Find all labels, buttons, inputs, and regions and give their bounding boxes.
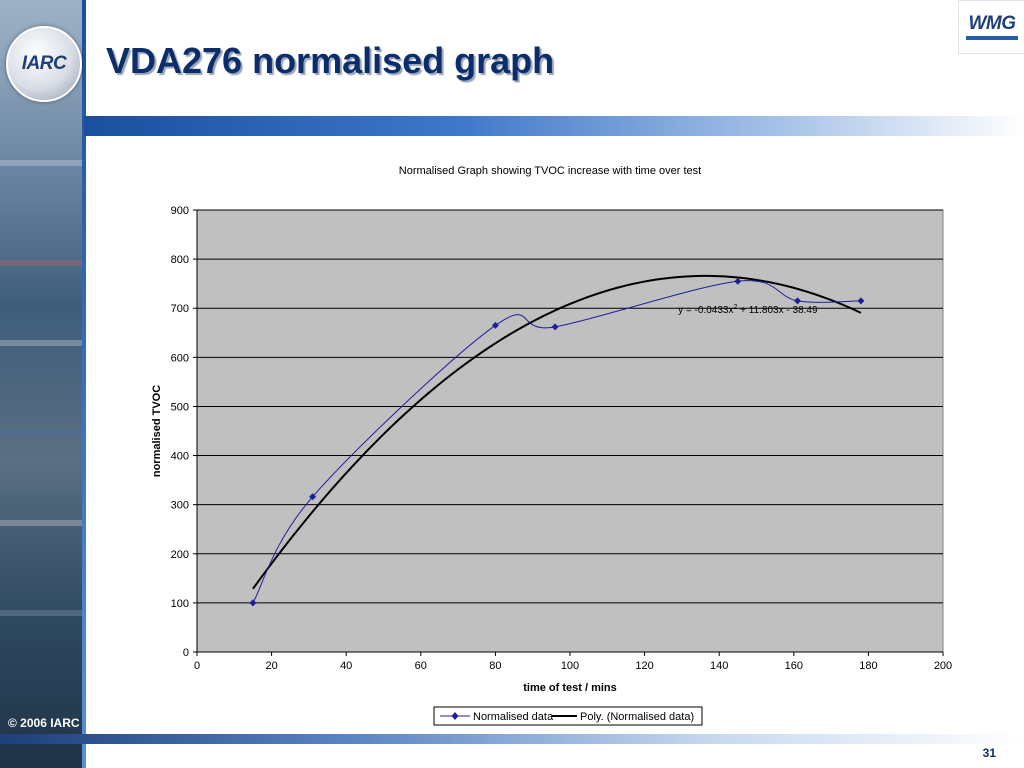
x-tick-label: 0 bbox=[194, 660, 200, 672]
x-tick-label: 20 bbox=[265, 660, 277, 672]
x-tick-label: 160 bbox=[785, 660, 803, 672]
trendline-equation: y = -0.0433x2 + 11.803x - 38.49 bbox=[678, 304, 818, 316]
x-tick-label: 80 bbox=[489, 660, 501, 672]
y-tick-label: 400 bbox=[171, 451, 189, 463]
sidebar-accent-bar bbox=[82, 0, 86, 768]
chart-legend: Normalised data Poly. (Normalised data) bbox=[433, 706, 703, 726]
y-tick-label: 100 bbox=[171, 598, 189, 610]
x-tick-label: 180 bbox=[859, 660, 877, 672]
plot-area bbox=[196, 209, 944, 653]
y-tick-label: 600 bbox=[171, 352, 189, 364]
legend-label-normalised-data: Normalised data bbox=[473, 711, 554, 723]
copyright-text: © 2006 IARC bbox=[8, 716, 80, 730]
iarc-logo-text: IARC bbox=[21, 53, 67, 74]
page-title: VDA276 normalised graph bbox=[106, 40, 555, 81]
footer-band bbox=[0, 734, 1024, 744]
x-tick-label: 140 bbox=[710, 660, 728, 672]
data-point-marker bbox=[794, 297, 802, 305]
y-axis-label: normalised TVOC bbox=[151, 385, 163, 477]
y-tick-label: 800 bbox=[171, 254, 189, 266]
data-point-marker bbox=[491, 321, 499, 329]
sidebar-background bbox=[0, 0, 84, 768]
chart-title: Normalised Graph showing TVOC increase w… bbox=[399, 165, 701, 177]
wmg-logo: WMG bbox=[958, 0, 1024, 54]
data-point-marker bbox=[734, 277, 742, 285]
page-number: 31 bbox=[982, 746, 996, 760]
legend-marker-diamond bbox=[451, 712, 459, 720]
y-tick-label: 900 bbox=[171, 205, 189, 217]
data-point-marker bbox=[857, 297, 865, 305]
wmg-logo-bar bbox=[966, 36, 1018, 40]
y-tick-label: 700 bbox=[171, 303, 189, 315]
y-tick-label: 200 bbox=[171, 549, 189, 561]
x-tick-label: 200 bbox=[934, 660, 952, 672]
equation-prefix: y = -0.0433x bbox=[678, 305, 733, 316]
trendline-series-line bbox=[252, 274, 862, 590]
x-tick-label: 40 bbox=[340, 660, 352, 672]
x-tick-label: 60 bbox=[415, 660, 427, 672]
x-axis-label: time of test / mins bbox=[523, 682, 617, 694]
equation-superscript: 2 bbox=[733, 304, 737, 311]
y-tick-label: 0 bbox=[183, 647, 189, 659]
data-point-marker bbox=[309, 493, 317, 501]
y-tick-label: 300 bbox=[171, 500, 189, 512]
wmg-logo-text: WMG bbox=[968, 13, 1016, 34]
tvoc-chart: Normalised Graph showing TVOC increase w… bbox=[151, 165, 952, 726]
title-underline-band bbox=[84, 116, 1024, 136]
equation-suffix: + 11.803x - 38.49 bbox=[737, 305, 818, 316]
x-tick-label: 120 bbox=[635, 660, 653, 672]
y-tick-label: 500 bbox=[171, 401, 189, 413]
x-tick-label: 100 bbox=[561, 660, 579, 672]
data-point-marker bbox=[551, 323, 559, 331]
iarc-logo: IARC bbox=[6, 26, 82, 102]
data-point-marker bbox=[249, 599, 257, 607]
legend-label-trendline: Poly. (Normalised data) bbox=[580, 711, 694, 723]
